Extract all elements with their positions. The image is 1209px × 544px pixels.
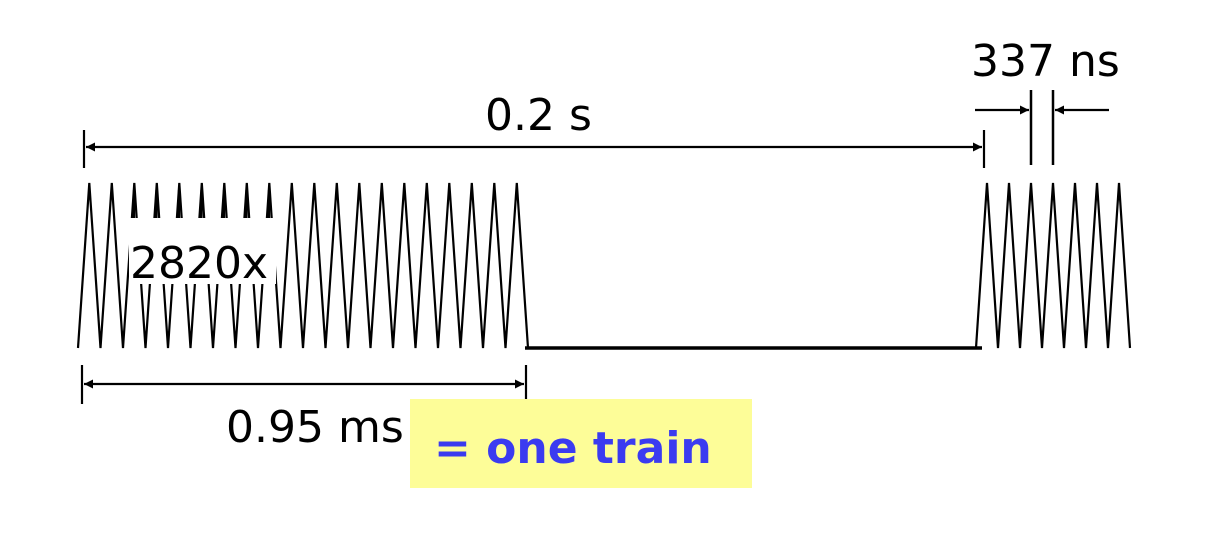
pulse-count-label: 2820x — [130, 238, 268, 289]
pulse-count-mask — [129, 218, 276, 284]
pulse-waveform — [974, 182, 1132, 349]
callout-box — [410, 399, 752, 488]
second-train-pulses — [974, 182, 1132, 349]
callout-text: = one train — [434, 423, 712, 474]
period-label: 0.2 s — [485, 90, 592, 141]
train-duration-label: 0.95 ms — [226, 402, 404, 453]
omitted-pulses-ticks — [132, 190, 271, 218]
pulse-spacing-label: 337 ns — [971, 36, 1120, 87]
